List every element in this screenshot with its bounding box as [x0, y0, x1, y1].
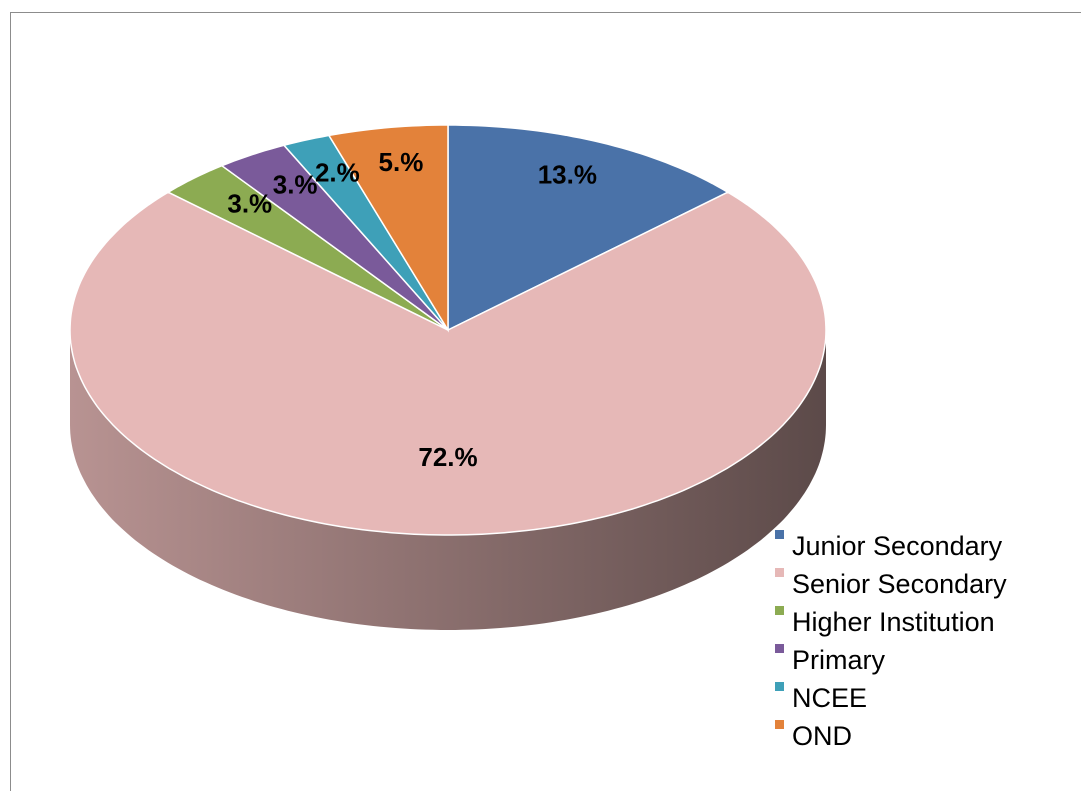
- value-label: 3.%: [227, 189, 272, 219]
- legend-swatch: [775, 568, 784, 577]
- pie-slice: [69, 191, 827, 536]
- legend-swatch: [775, 530, 784, 539]
- value-label: 13.%: [538, 159, 597, 189]
- pie-slice: [282, 134, 449, 331]
- legend-label: Primary: [792, 645, 885, 675]
- pie-slice: [220, 144, 449, 331]
- legend-swatch: [775, 720, 784, 729]
- legend-label: Senior Secondary: [792, 569, 1007, 599]
- pie-slice: [327, 124, 449, 333]
- value-label: 3.%: [273, 169, 318, 199]
- pie-tops: [69, 124, 827, 536]
- pie-slice: [447, 124, 730, 332]
- value-label: 72.%: [418, 442, 477, 472]
- pie-sides: [70, 330, 826, 630]
- pie-slice: [166, 164, 449, 331]
- legend-label: OND: [792, 721, 852, 751]
- pie-side: [70, 330, 826, 630]
- legend: Junior Secondary Senior Secondary Higher I…: [775, 530, 1007, 751]
- value-labels: 13.%72.%3.%3.%2.% 5.%: [227, 147, 597, 472]
- legend-label: Junior Secondary: [792, 531, 1003, 561]
- value-label: 5.%: [379, 147, 424, 177]
- legend-label: Higher Institution: [792, 607, 995, 637]
- legend-swatch: [775, 606, 784, 615]
- legend-label: NCEE: [792, 683, 867, 713]
- legend-swatch: [775, 682, 784, 691]
- legend-swatch: [775, 644, 784, 653]
- value-label: 2.%: [315, 157, 360, 187]
